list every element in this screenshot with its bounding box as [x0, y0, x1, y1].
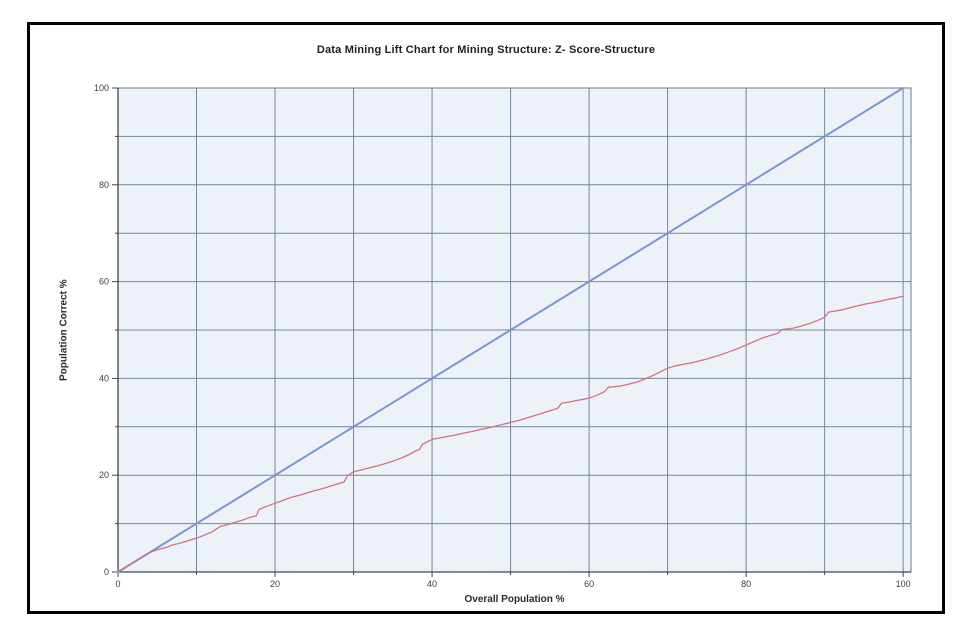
- y-tick-label: 20: [99, 470, 109, 480]
- chart-title: Data Mining Lift Chart for Mining Struct…: [316, 44, 656, 56]
- model-lift-line: [117, 295, 904, 573]
- y-axis-title: Population Correct %: [58, 279, 70, 381]
- y-tick-label: 0: [104, 567, 109, 577]
- x-tick-label: 80: [741, 579, 751, 589]
- x-tick-label: 60: [584, 579, 594, 589]
- y-tick-label: 60: [99, 277, 109, 287]
- x-tick-label: 40: [427, 579, 437, 589]
- y-tick-label: 100: [94, 83, 109, 93]
- ideal-model-line: [117, 87, 905, 573]
- x-tick-label: 0: [115, 579, 120, 589]
- y-tick-label: 40: [99, 373, 109, 383]
- x-tick-label: 20: [270, 579, 280, 589]
- x-tick-label: 100: [896, 579, 911, 589]
- y-tick-label: 80: [99, 180, 109, 190]
- x-axis-title: Overall Population %: [464, 594, 565, 605]
